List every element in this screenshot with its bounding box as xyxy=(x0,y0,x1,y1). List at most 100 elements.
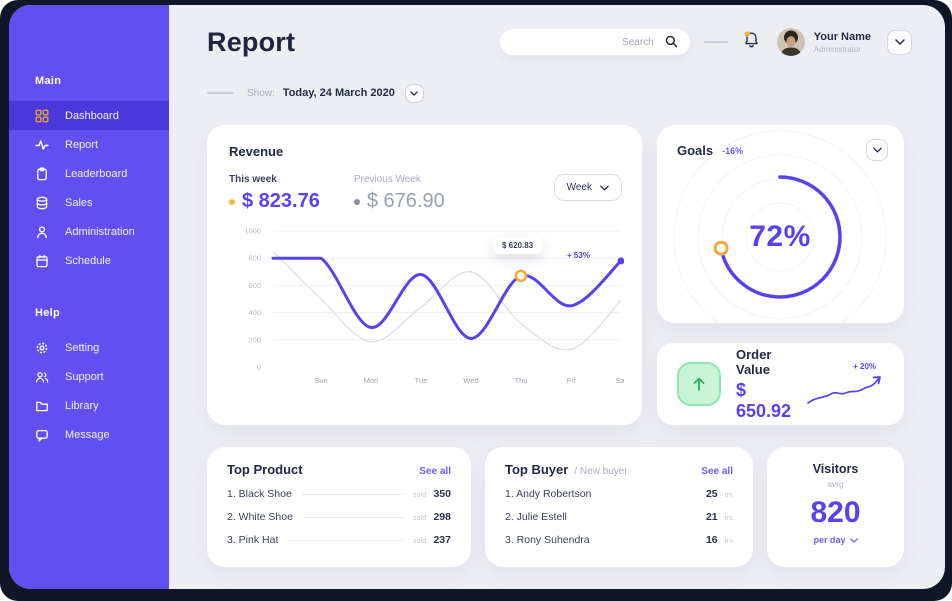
buyer-unit: trs xyxy=(724,512,733,522)
sidebar-section-main-label: Main xyxy=(35,75,62,87)
header-divider xyxy=(703,41,728,43)
top-product-title: Top Product xyxy=(227,462,303,477)
user-role: Administrator xyxy=(813,44,861,54)
order-value-trend: + 20% xyxy=(804,358,886,410)
product-unit: sold xyxy=(412,535,427,545)
chat-icon xyxy=(35,428,49,442)
buyer-row[interactable]: 3. Rony Suhendra 16 trs xyxy=(505,534,733,546)
visitors-value: 820 xyxy=(810,496,861,529)
product-row[interactable]: 1. Black Shoe sold 350 xyxy=(227,488,451,500)
page-title: Report xyxy=(207,26,296,57)
main-content: Report xyxy=(169,5,945,589)
sidebar-item-label: Setting xyxy=(65,341,100,354)
search-icon[interactable] xyxy=(665,35,678,53)
buyer-name: 1. Andy Robertson xyxy=(505,488,592,500)
sidebar-item-dashboard[interactable]: Dashboard xyxy=(9,101,169,130)
sidebar-item-label: Report xyxy=(65,138,99,151)
buyer-unit: trs xyxy=(724,535,733,545)
sidebar-item-administration[interactable]: Administration xyxy=(9,217,169,246)
sidebar-item-label: Dashboard xyxy=(65,109,119,122)
sidebar-item-sales[interactable]: Sales xyxy=(9,188,169,217)
sidebar: Main Dashboard Report Leaderboard xyxy=(9,5,169,589)
user-avatar[interactable] xyxy=(776,28,805,56)
svg-text:200: 200 xyxy=(248,335,261,344)
visitors-card: Visitors avrg 820 per day xyxy=(767,447,904,567)
user-menu-button[interactable] xyxy=(887,29,912,55)
svg-text:600: 600 xyxy=(248,281,261,290)
product-unit: sold xyxy=(412,512,427,522)
product-row[interactable]: 3. Pink Hat sold 237 xyxy=(227,534,451,546)
this-week-value: $ 823.76 xyxy=(242,190,320,212)
order-value-card: Order Value $ 650.92 + 20% xyxy=(657,343,904,425)
order-value-amount: $ 650.92 xyxy=(736,379,792,421)
goals-percent: 72% xyxy=(749,220,811,253)
product-name: 2. White Shoe xyxy=(227,511,293,523)
top-product-see-all-link[interactable]: See all xyxy=(419,466,451,477)
leader-line xyxy=(301,493,403,495)
database-icon xyxy=(35,196,49,210)
product-value: 237 xyxy=(433,534,451,546)
sidebar-item-report[interactable]: Report xyxy=(9,130,169,159)
top-buyer-see-all-link[interactable]: See all xyxy=(701,466,733,477)
svg-text:Sat: Sat xyxy=(615,376,624,385)
order-value-title: Order Value xyxy=(736,346,772,377)
order-value-delta: + 20% xyxy=(853,362,876,371)
app-window: Main Dashboard Report Leaderboard xyxy=(9,5,945,589)
top-buyer-card: Top Buyer / New buyer See all 1. Andy Ro… xyxy=(485,447,753,567)
user-name: Your Name xyxy=(813,30,871,43)
sidebar-item-leaderboard[interactable]: Leaderboard xyxy=(9,159,169,188)
previous-week-dot xyxy=(353,198,360,205)
revenue-chart: 0 200 400 600 800 1000 Sun Mon Tue Wed Thu Fri Sat $… xyxy=(229,221,627,398)
revenue-card: Revenue This week $ 823.76 Previous Week xyxy=(207,125,642,425)
revenue-chart-canvas: 0 200 400 600 800 1000 Sun Mon Tue Wed Thu Fri Sat xyxy=(229,221,627,398)
product-row[interactable]: 2. White Shoe sold 298 xyxy=(227,511,451,523)
buyer-value: 25 xyxy=(705,488,718,500)
buyer-row[interactable]: 2. Julie Estell 21 trs xyxy=(505,511,733,523)
buyer-value: 16 xyxy=(705,534,718,546)
sidebar-item-schedule[interactable]: Schedule xyxy=(9,246,169,275)
buyer-row[interactable]: 1. Andy Robertson 25 trs xyxy=(505,488,733,500)
header: Report xyxy=(207,23,912,61)
buyer-value: 21 xyxy=(705,511,718,523)
top-buyer-subtitle: / New buyer xyxy=(574,466,628,477)
sidebar-item-label: Leaderboard xyxy=(65,167,128,180)
product-name: 3. Pink Hat xyxy=(227,534,279,546)
date-selector-button[interactable] xyxy=(404,83,424,103)
svg-text:1000: 1000 xyxy=(244,227,261,236)
visitors-title: Visitors xyxy=(812,462,859,476)
sidebar-item-label: Library xyxy=(65,399,99,412)
product-value: 298 xyxy=(433,511,451,523)
this-week-label: This week xyxy=(229,174,277,185)
svg-text:Mon: Mon xyxy=(364,376,379,385)
sparkline-icon xyxy=(807,376,881,404)
sidebar-item-setting[interactable]: Setting xyxy=(9,333,169,362)
svg-text:Tue: Tue xyxy=(415,376,428,385)
clipboard-icon xyxy=(35,166,49,181)
arrow-up-icon xyxy=(677,362,721,406)
sidebar-item-library[interactable]: Library xyxy=(9,391,169,420)
person-icon xyxy=(35,225,49,239)
range-selector-label: Week xyxy=(566,182,592,193)
buyer-name: 3. Rony Suhendra xyxy=(505,534,590,546)
previous-week-label: Previous Week xyxy=(353,174,421,185)
sidebar-item-support[interactable]: Support xyxy=(9,362,169,391)
buyer-unit: trs xyxy=(724,489,733,499)
search-input[interactable] xyxy=(499,29,690,55)
goals-title: Goals xyxy=(677,143,714,158)
goals-menu-button[interactable] xyxy=(866,139,888,161)
svg-text:400: 400 xyxy=(248,308,261,317)
goals-delta: -16% xyxy=(722,145,744,156)
sidebar-item-label: Schedule xyxy=(65,254,111,267)
visitors-unit-selector[interactable]: per day xyxy=(813,535,858,545)
range-selector-button[interactable]: Week xyxy=(553,174,622,201)
buyer-name: 2. Julie Estell xyxy=(505,511,567,523)
notification-bell-icon[interactable] xyxy=(742,30,761,55)
search-box xyxy=(499,29,690,55)
chevron-down-icon xyxy=(600,185,609,190)
sidebar-section-help-label: Help xyxy=(35,307,61,319)
visitors-unit-label: per day xyxy=(813,535,846,545)
sidebar-item-message[interactable]: Message xyxy=(9,420,169,449)
date-selector-value: Today, 24 March 2020 xyxy=(282,87,395,99)
leader-line xyxy=(288,539,403,541)
